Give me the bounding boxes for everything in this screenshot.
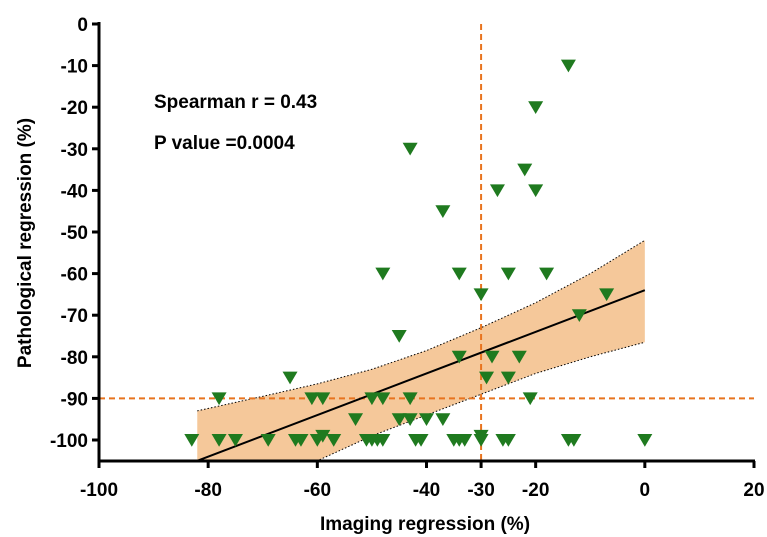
data-point: [211, 434, 227, 447]
y-tick-label: -30: [61, 140, 88, 161]
x-tick-label: -40: [413, 480, 440, 501]
data-point: [326, 434, 342, 447]
x-tick-label: -20: [522, 480, 549, 501]
x-tick-label: -80: [194, 480, 221, 501]
data-point: [348, 413, 364, 426]
axes-layer: [92, 22, 756, 468]
data-point: [451, 267, 467, 281]
data-point: [517, 163, 533, 177]
data-point: [391, 330, 407, 343]
data-point: [511, 350, 527, 364]
y-tick-label: -60: [61, 265, 88, 286]
data-point: [227, 434, 243, 447]
data-point: [522, 392, 538, 406]
data-point: [413, 434, 429, 447]
data-point: [571, 309, 587, 322]
data-point: [637, 434, 653, 447]
x-tick-label: -100: [80, 480, 118, 501]
data-points-layer: [184, 59, 653, 447]
data-point: [528, 101, 544, 114]
data-point: [473, 288, 489, 302]
data-point: [457, 434, 473, 447]
regression-line: [196, 289, 646, 462]
y-tick-label: 0: [77, 15, 88, 36]
spearman-annotation: Spearman r = 0.43: [154, 92, 317, 113]
data-point: [375, 434, 391, 447]
data-point: [500, 267, 516, 281]
data-point: [184, 434, 200, 447]
data-point: [560, 59, 576, 73]
data-point: [500, 371, 516, 385]
data-point: [479, 371, 495, 385]
data-point: [599, 288, 615, 302]
data-point: [293, 434, 309, 447]
data-point: [402, 142, 418, 156]
data-point: [435, 205, 451, 218]
y-tick-label: -40: [61, 181, 88, 202]
data-point: [539, 267, 555, 281]
data-point: [402, 392, 418, 406]
threshold-lines-layer: [99, 24, 754, 461]
data-point: [315, 392, 331, 406]
confidence-band-layer: [197, 239, 646, 462]
data-point: [419, 413, 434, 426]
data-point: [473, 434, 489, 447]
x-tick-label: 20: [743, 480, 764, 501]
data-point: [566, 434, 582, 447]
y-tick-label: -10: [61, 57, 88, 78]
data-point: [500, 434, 516, 447]
data-point: [304, 392, 320, 406]
y-axis-title: Pathological regression (%): [15, 118, 36, 368]
y-tick-label: -100: [50, 431, 88, 452]
x-tick-label: -60: [304, 480, 331, 501]
x-tick-label: -30: [467, 480, 494, 501]
confidence-band: [197, 240, 645, 461]
fit-line-layer: [196, 289, 646, 462]
data-point: [528, 184, 544, 198]
data-point: [211, 392, 227, 406]
data-point: [375, 392, 391, 406]
y-tick-label: -80: [61, 348, 88, 369]
data-point: [451, 350, 467, 364]
data-point: [484, 350, 500, 364]
data-point: [402, 413, 418, 426]
data-point: [435, 413, 451, 426]
tick-labels-layer: -100 -80 -60 -40 -30 -20 0 20 0 -10 -20 -30 -40 -50 -6…: [50, 15, 765, 501]
data-point: [391, 413, 407, 426]
data-point: [489, 184, 505, 198]
x-tick-label: 0: [640, 480, 651, 501]
p-value-annotation: P value =0.0004: [154, 133, 295, 154]
data-point: [315, 429, 331, 443]
y-tick-label: -90: [61, 389, 88, 410]
y-tick-label: -50: [61, 223, 88, 244]
y-tick-label: -20: [61, 98, 88, 119]
data-point: [260, 434, 276, 447]
x-axis-title: Imaging regression (%): [320, 514, 530, 535]
data-point: [364, 392, 380, 406]
data-point: [375, 267, 391, 281]
y-tick-label: -70: [61, 306, 88, 327]
data-point: [282, 371, 298, 385]
